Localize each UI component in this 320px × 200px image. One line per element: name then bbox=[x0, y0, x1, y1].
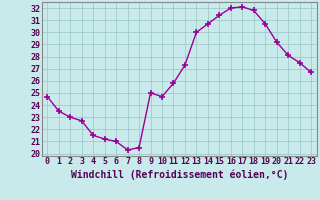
X-axis label: Windchill (Refroidissement éolien,°C): Windchill (Refroidissement éolien,°C) bbox=[70, 169, 288, 180]
